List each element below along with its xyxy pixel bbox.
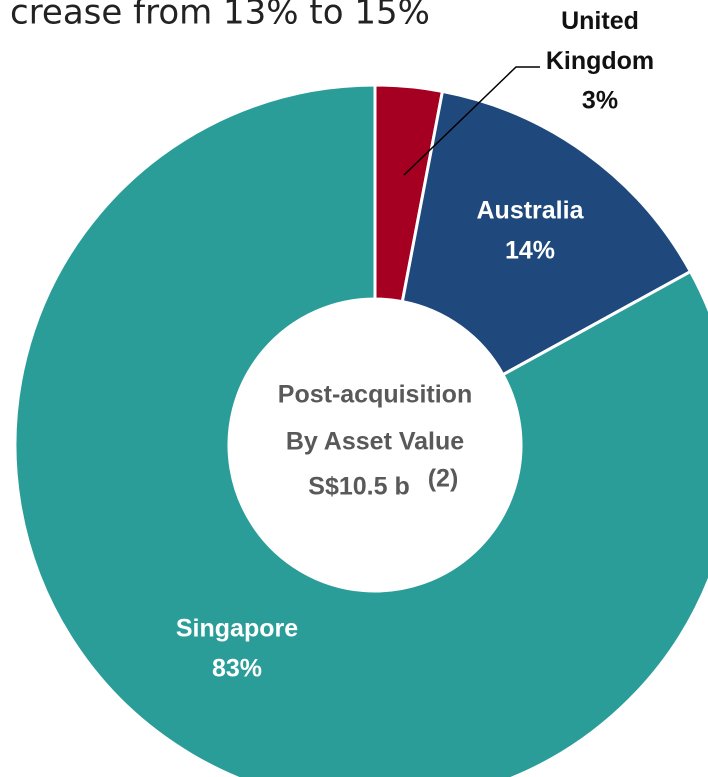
slice-label-line: United	[561, 7, 639, 35]
center-subtitle: By Asset Value	[286, 428, 464, 456]
slice-label-line: Kingdom	[546, 47, 654, 75]
center-title: Post-acquisition	[278, 381, 472, 409]
donut-slice	[400, 89, 693, 377]
slice-label: Australia	[477, 197, 585, 225]
slice-label: United Kingdom	[546, 7, 654, 75]
value-label: 83%	[212, 655, 262, 683]
center-value: S$10.5 b	[308, 473, 409, 501]
leader-line	[403, 66, 540, 176]
value-label: 14%	[505, 237, 555, 265]
center-note: (2)	[428, 465, 459, 493]
value-label: 3%	[582, 87, 618, 115]
donut-slice	[13, 83, 708, 777]
subtitle: crease from 13% to 15%	[10, 0, 430, 33]
slice-label: Singapore	[176, 615, 298, 643]
